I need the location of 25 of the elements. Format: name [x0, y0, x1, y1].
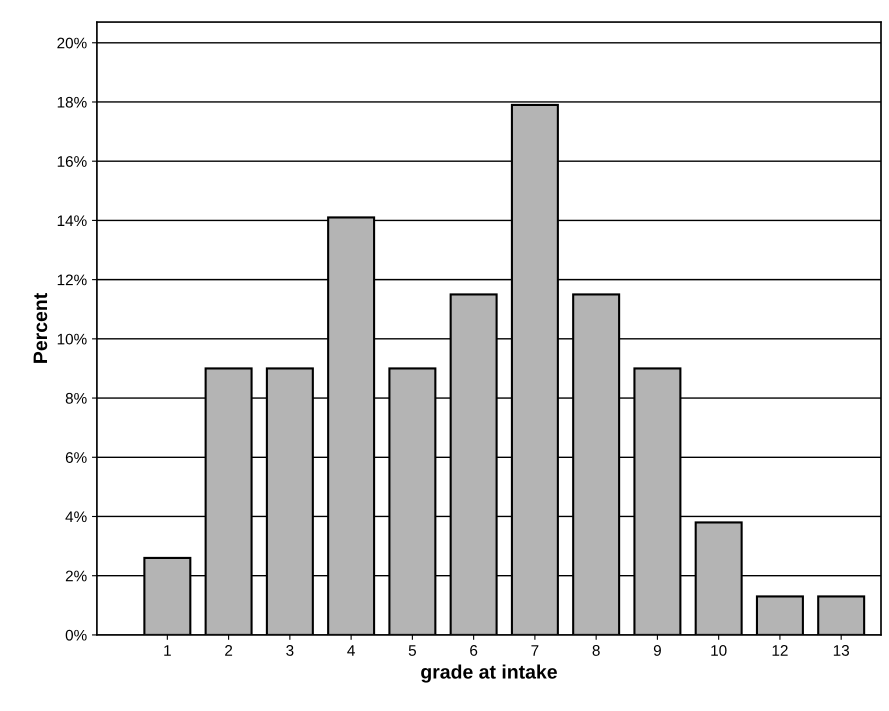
y-tick-label: 0% [66, 630, 87, 641]
x-tick-label: 9 [654, 645, 661, 656]
y-tick-label: 20% [57, 38, 87, 48]
y-axis-title: Percent [34, 293, 48, 363]
x-tick-label: 12 [772, 645, 788, 656]
y-tick-label: 2% [66, 570, 87, 582]
y-tick-label: 4% [65, 511, 87, 522]
x-tick-label: 8 [592, 645, 600, 656]
y-tick-label: 6% [66, 452, 87, 463]
x-axis-title: grade at intake [421, 664, 557, 683]
x-tick-label: 10 [711, 645, 727, 656]
y-tick-label: 8% [66, 392, 87, 404]
x-tick-label: 1 [164, 645, 171, 656]
x-tick-label: 6 [470, 645, 478, 656]
x-tick-label: 3 [286, 645, 294, 656]
x-tick-label: 2 [225, 645, 232, 656]
x-tick-label: 7 [531, 645, 538, 656]
y-tick-label: 18% [58, 96, 87, 108]
y-tick-label: 12% [58, 274, 87, 286]
x-tick-label: 4 [347, 645, 355, 656]
x-tick-label: 13 [834, 645, 850, 656]
x-tick-label: 5 [408, 645, 416, 656]
y-tick-label: 16% [58, 156, 87, 167]
y-tick-label: 14% [58, 215, 87, 226]
y-tick-label: 10% [58, 334, 87, 345]
